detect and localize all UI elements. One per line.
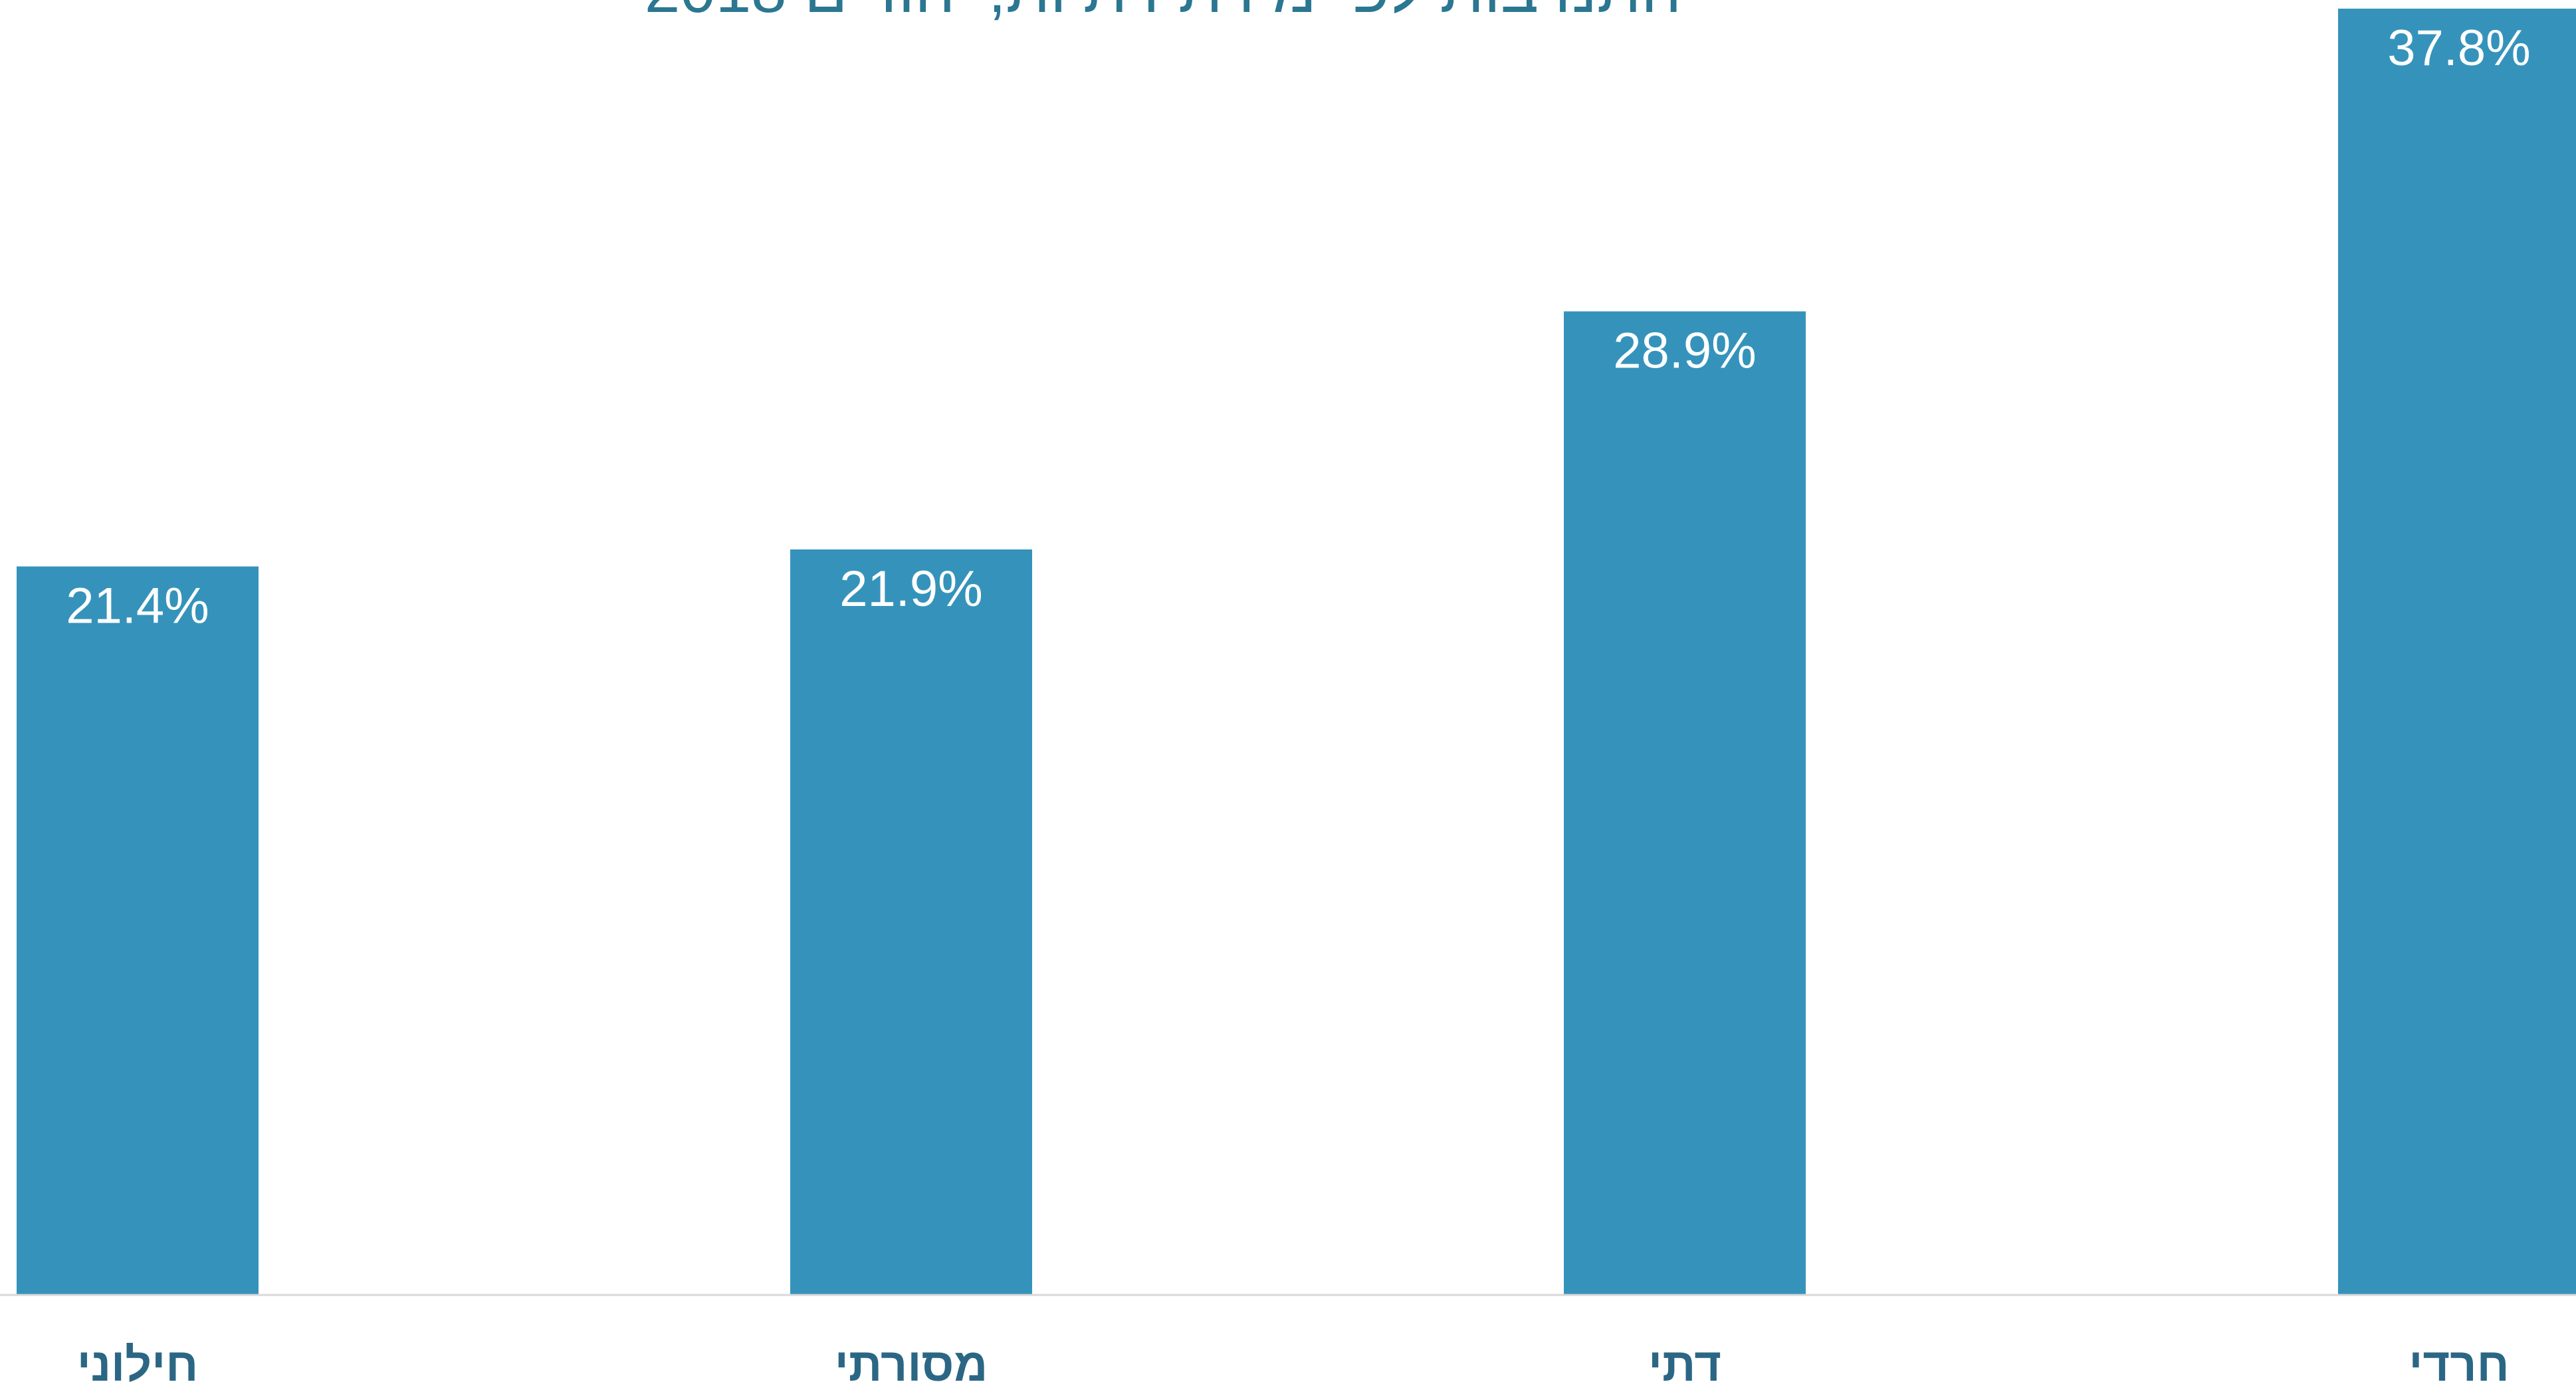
category-label-2: מסורתי (835, 1339, 988, 1390)
labels-group: 21.4% 21.9% 28.9% 37.8% (66, 20, 2531, 635)
category-label-1: חילוני (77, 1339, 199, 1390)
bar-2 (790, 549, 1032, 1294)
bars-group (17, 9, 2576, 1295)
bar-3 (1564, 311, 1806, 1295)
category-labels-group: חילוני מסורתי דתי חרדי (77, 1339, 2510, 1390)
bar-1 (17, 566, 259, 1294)
category-label-3: דתי (1648, 1339, 1721, 1390)
data-label-3: 28.9% (1613, 323, 1757, 379)
data-label-2: 21.9% (839, 561, 983, 617)
category-label-4: חרדי (2409, 1339, 2509, 1390)
data-label-4: 37.8% (2387, 20, 2531, 76)
chart-title: התנדבות לפי מידת דתיות, יהודים 2018 (645, 0, 1681, 26)
bar-4 (2338, 9, 2576, 1294)
data-label-1: 21.4% (66, 578, 209, 635)
